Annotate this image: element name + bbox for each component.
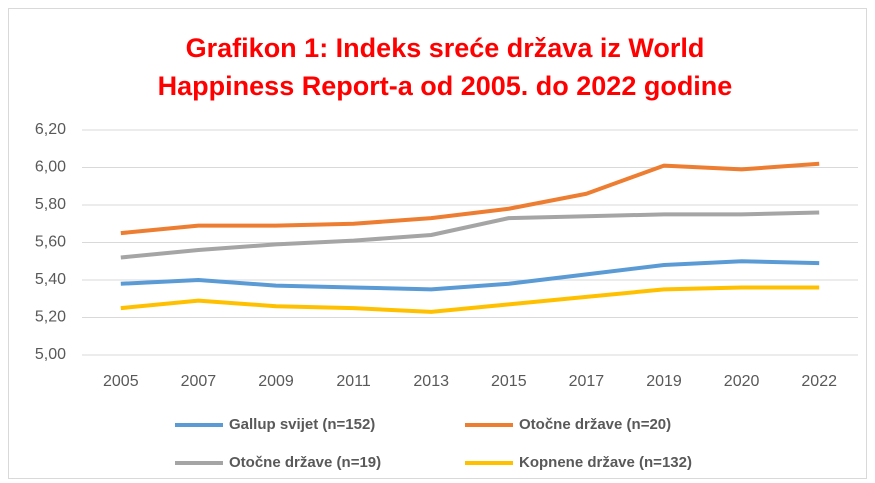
x-tick-label: 2022 bbox=[801, 373, 837, 390]
x-tick-label: 2019 bbox=[646, 373, 682, 390]
series-line bbox=[120, 259, 820, 292]
series-line bbox=[120, 285, 820, 314]
chart-title: Happiness Report-a od 2005. do 2022 godi… bbox=[158, 71, 733, 101]
y-tick-label: 5,80 bbox=[35, 196, 66, 213]
legend-label: Otočne države (n=20) bbox=[519, 416, 671, 433]
y-tick-label: 5,40 bbox=[35, 271, 66, 288]
x-tick-label: 2015 bbox=[491, 373, 527, 390]
y-tick-label: 6,00 bbox=[35, 159, 66, 176]
x-tick-label: 2017 bbox=[569, 373, 605, 390]
x-tick-label: 2009 bbox=[258, 373, 294, 390]
x-tick-label: 2011 bbox=[336, 373, 371, 390]
series-line bbox=[120, 161, 820, 236]
chart-title: Grafikon 1: Indeks sreće država iz World bbox=[186, 33, 705, 63]
legend-label: Otočne države (n=19) bbox=[229, 454, 381, 471]
y-tick-label: 6,20 bbox=[35, 121, 66, 138]
chart-frame bbox=[8, 8, 867, 479]
x-tick-label: 2013 bbox=[413, 373, 449, 390]
x-tick-label: 2005 bbox=[103, 373, 139, 390]
y-tick-label: 5,60 bbox=[35, 234, 66, 251]
y-tick-label: 5,20 bbox=[35, 309, 66, 326]
x-tick-label: 2020 bbox=[724, 373, 760, 390]
legend-label: Kopnene države (n=132) bbox=[519, 454, 692, 471]
series-line bbox=[120, 210, 820, 260]
y-tick-label: 5,00 bbox=[35, 346, 66, 363]
legend-label: Gallup svijet (n=152) bbox=[229, 416, 375, 433]
x-tick-label: 2007 bbox=[181, 373, 217, 390]
